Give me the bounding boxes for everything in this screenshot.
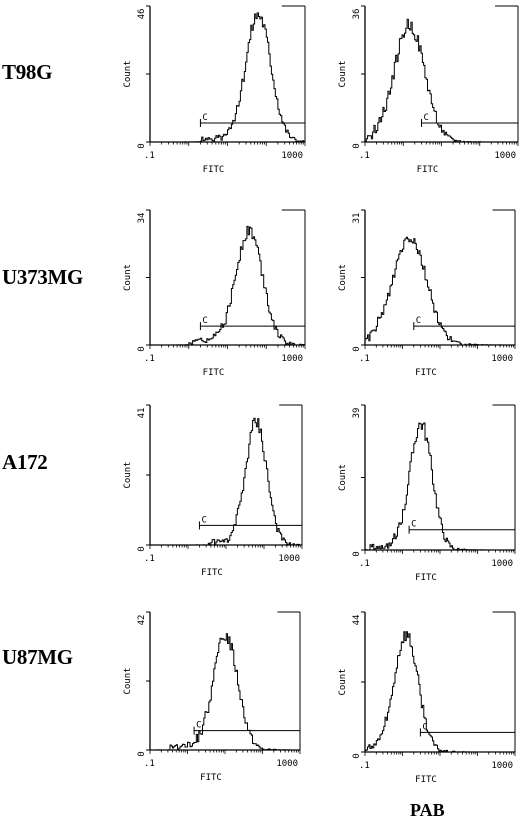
x-axis-label: FITC	[415, 368, 437, 378]
x-axis-label: FITC	[203, 368, 225, 378]
gate-label: C	[196, 721, 201, 731]
gate-label: C	[411, 520, 416, 530]
y-axis-label: Count	[123, 60, 133, 87]
gate-label: C	[202, 113, 207, 123]
x-tick-label: 1000	[278, 554, 300, 564]
histogram-series	[150, 633, 300, 751]
histogram-series	[150, 12, 305, 143]
y-axis-label: Count	[338, 264, 348, 291]
histogram-panel: 0 46 .1 1000 Count FITC C	[123, 5, 306, 175]
y-tick-label: 41	[137, 408, 147, 419]
y-axis-label: Count	[338, 60, 348, 87]
histogram-panel: 0 36 .1 1000 Count FITC C	[338, 5, 519, 175]
y-axis-label: Count	[123, 264, 133, 291]
x-tick-label: .1	[144, 151, 155, 161]
x-tick-label: 1000	[491, 559, 513, 569]
y-tick-label: 31	[352, 213, 362, 224]
row-label-t98g: T98G	[2, 60, 53, 84]
y-tick-label: 0	[137, 346, 147, 351]
histogram-series	[150, 225, 305, 346]
y-tick-label: 39	[352, 408, 362, 419]
y-tick-label: 46	[137, 9, 147, 20]
y-tick-label: 42	[137, 615, 147, 626]
x-tick-label: .1	[144, 759, 155, 769]
row-label-u373mg: U373MG	[2, 265, 84, 289]
x-tick-label: 1000	[491, 761, 513, 771]
x-axis-label: FITC	[203, 165, 225, 175]
y-tick-label: 44	[352, 615, 362, 626]
histogram-series	[365, 631, 515, 753]
gate-label: C	[202, 316, 207, 326]
histogram-series	[150, 417, 302, 546]
y-axis-label: Count	[338, 668, 348, 695]
x-tick-label: 1000	[491, 354, 513, 364]
x-tick-label: .1	[144, 554, 155, 564]
y-tick-label: 0	[352, 346, 362, 351]
y-tick-label: 0	[352, 143, 362, 148]
x-tick-label: .1	[359, 761, 370, 771]
x-axis-label: FITC	[415, 775, 437, 785]
histogram-panel: 0 39 .1 1000 Count FITC C	[338, 404, 516, 583]
y-tick-label: 0	[352, 551, 362, 556]
x-tick-label: .1	[359, 354, 370, 364]
histogram-series	[365, 18, 518, 143]
x-tick-label: 1000	[494, 151, 516, 161]
gate-label: C	[201, 515, 206, 525]
y-tick-label: 0	[137, 751, 147, 756]
y-tick-label: 0	[137, 143, 147, 148]
row-label-a172: A172	[2, 450, 48, 474]
y-axis-label: Count	[123, 667, 133, 694]
x-tick-label: .1	[359, 151, 370, 161]
x-tick-label: .1	[359, 559, 370, 569]
x-axis-label: FITC	[415, 573, 437, 583]
histogram-series	[365, 422, 515, 551]
x-tick-label: 1000	[281, 151, 303, 161]
column-caption: PAB	[410, 800, 445, 820]
histogram-panel: 0 41 .1 1000 Count FITC C	[123, 404, 303, 578]
gate-label: C	[423, 113, 428, 123]
y-axis-label: Count	[338, 464, 348, 491]
x-axis-label: FITC	[200, 773, 222, 783]
y-axis-label: Count	[123, 461, 133, 488]
histogram-panel: 0 34 .1 1000 Count FITC C	[123, 209, 306, 378]
gate-label: C	[416, 316, 421, 326]
gate-label: C	[422, 722, 427, 732]
y-tick-label: 36	[352, 9, 362, 20]
row-label-u87mg: U87MG	[2, 645, 73, 669]
x-tick-label: .1	[144, 354, 155, 364]
histogram-panel: 0 44 .1 1000 Count FITC C	[338, 611, 516, 785]
histogram-panel: 0 31 .1 1000 Count FITC C	[338, 209, 516, 378]
x-tick-label: 1000	[276, 759, 298, 769]
histogram-series	[365, 236, 515, 346]
x-tick-label: 1000	[281, 354, 303, 364]
y-tick-label: 34	[137, 213, 147, 224]
y-tick-label: 0	[137, 546, 147, 551]
x-axis-label: FITC	[417, 165, 439, 175]
y-tick-label: 0	[352, 753, 362, 758]
histogram-panel: 0 42 .1 1000 Count FITC C	[123, 611, 301, 783]
x-axis-label: FITC	[201, 568, 223, 578]
